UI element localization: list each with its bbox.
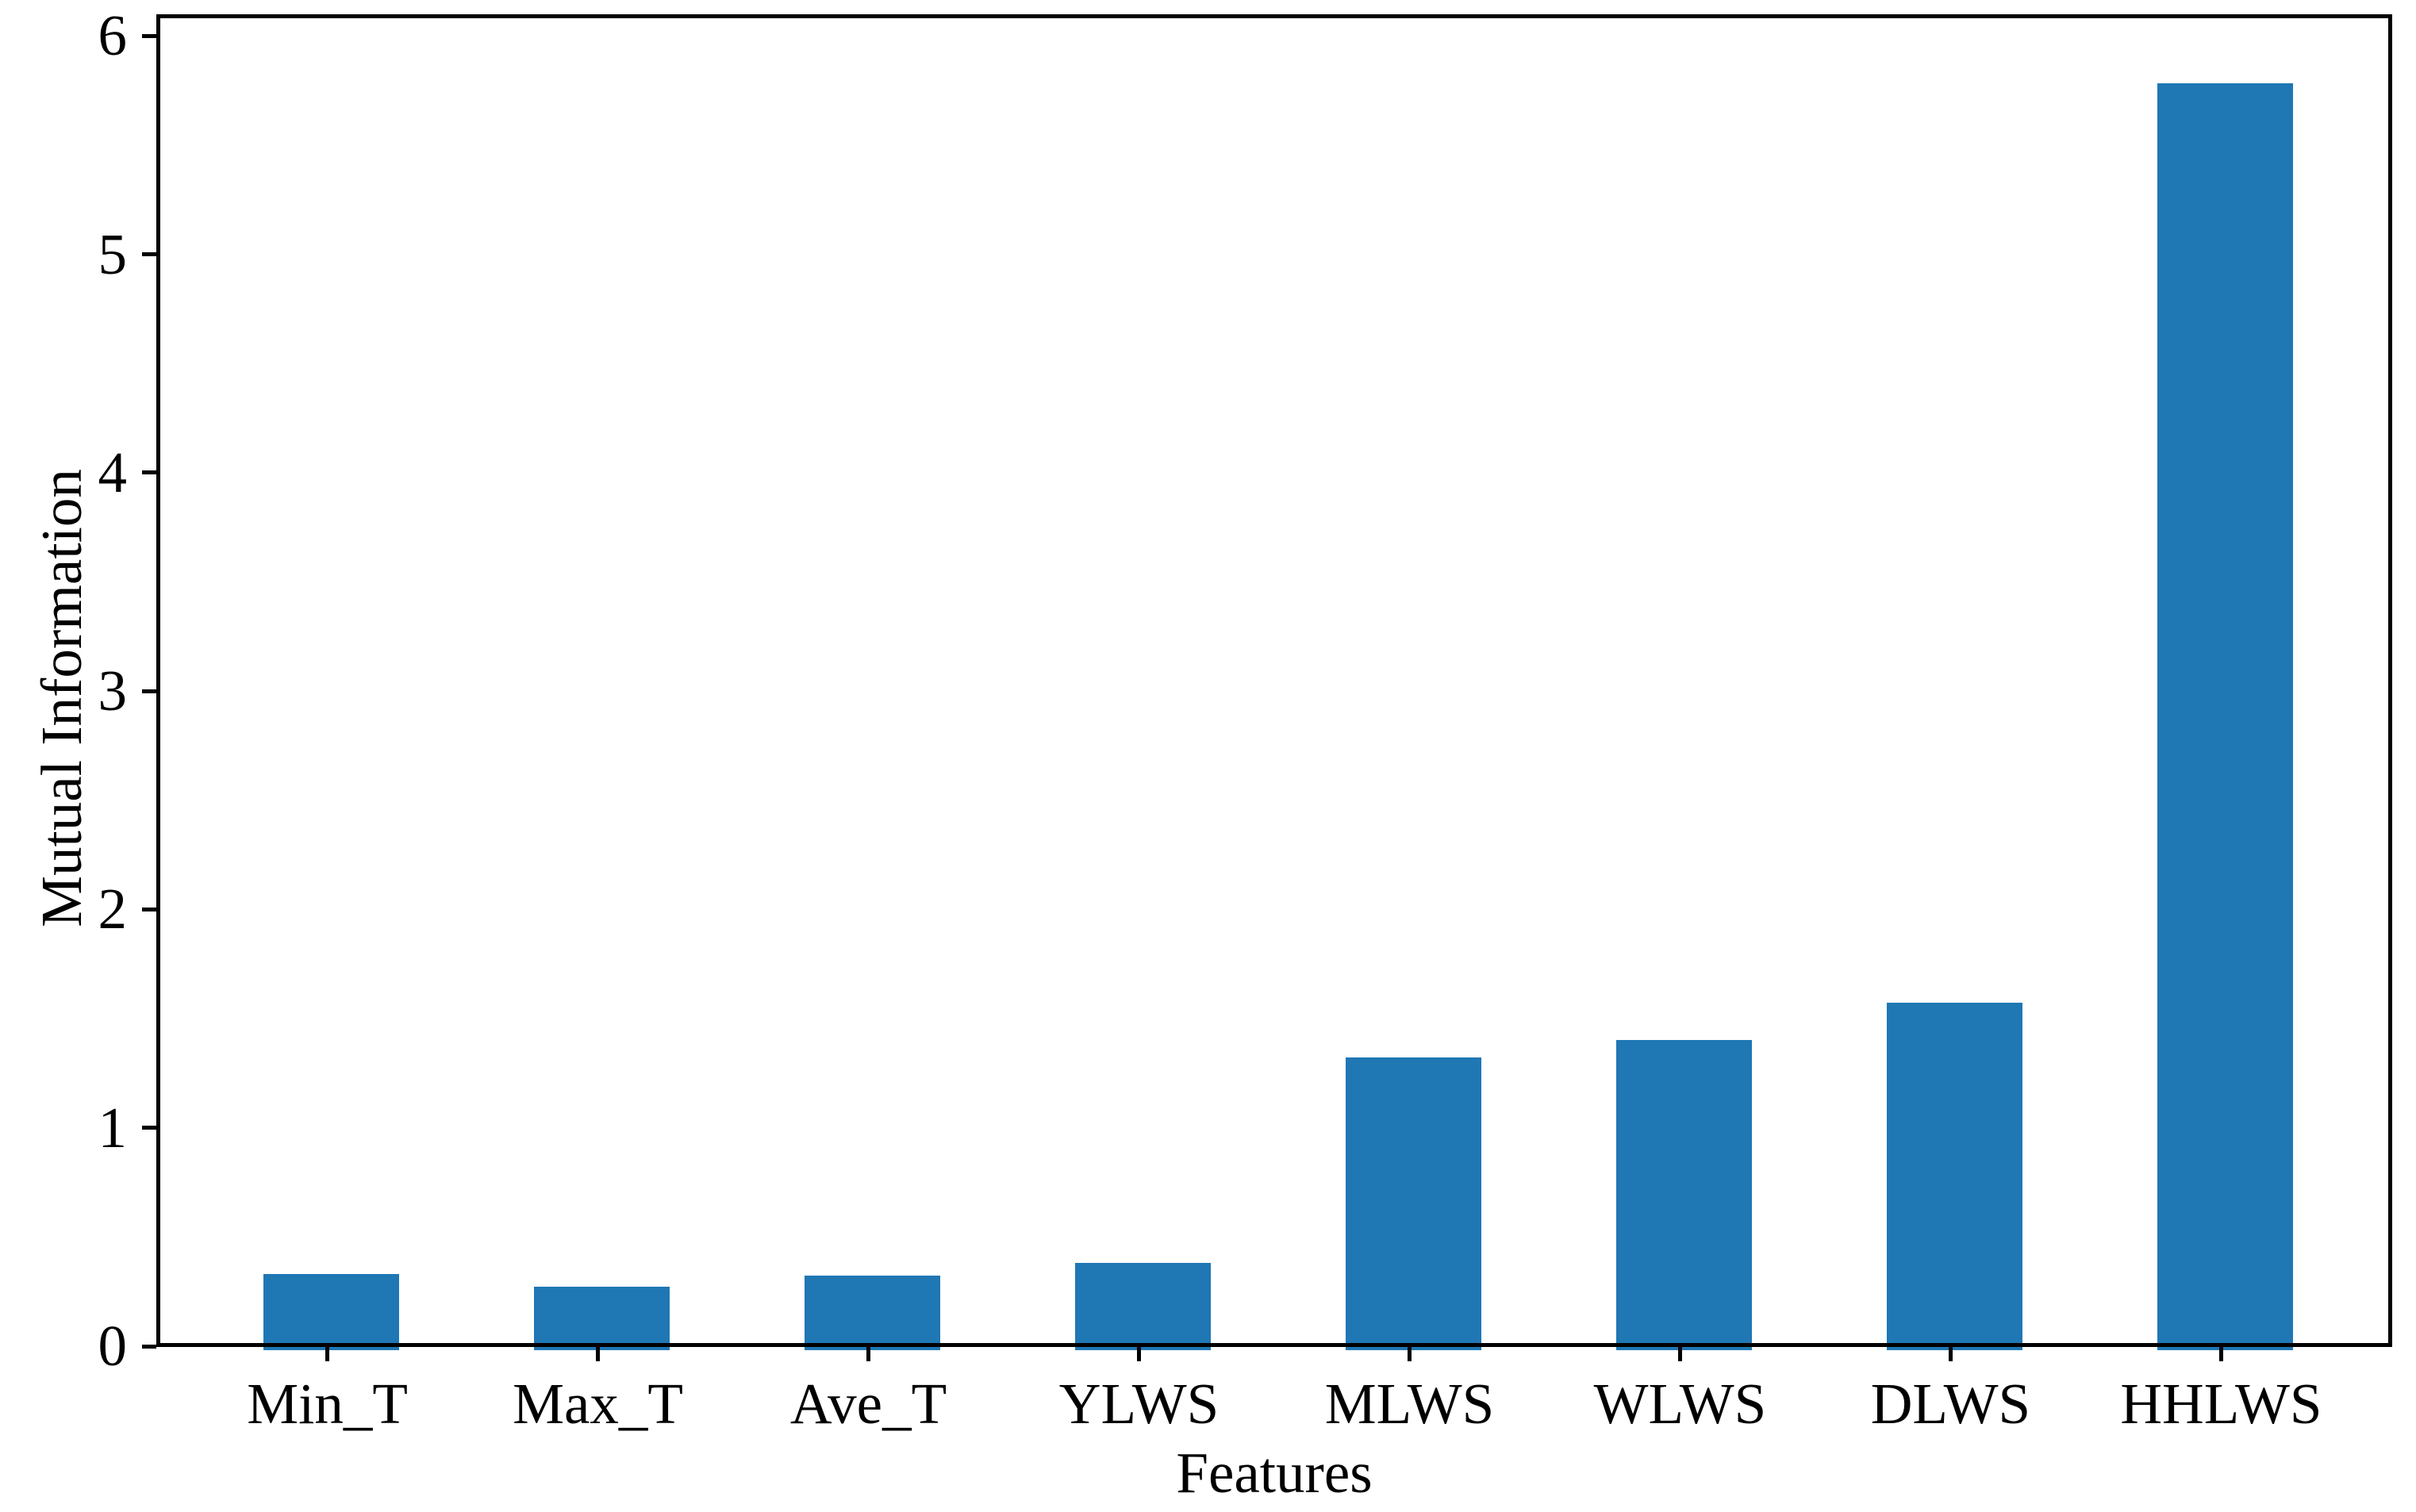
y-tick-mark — [142, 33, 156, 38]
bar-hhlws — [2157, 83, 2293, 1350]
x-tick-mark — [1677, 1347, 1682, 1361]
y-tick-label-6: 6 — [98, 3, 128, 68]
y-tick-label-0: 0 — [98, 1314, 128, 1378]
x-tick-mark — [1948, 1347, 1953, 1361]
x-tick-mark — [866, 1347, 871, 1361]
x-tick-label-mlws: MLWS — [1324, 1372, 1495, 1436]
x-axis-label: Features — [1176, 1441, 1373, 1505]
y-tick-mark — [142, 907, 156, 911]
x-tick-label-ave_t: Ave_T — [789, 1372, 947, 1436]
y-tick-label-2: 2 — [98, 877, 128, 942]
x-tick-mark — [1137, 1347, 1141, 1361]
bar-mlws — [1346, 1057, 1481, 1350]
y-tick-mark — [142, 470, 156, 475]
bar-max_t — [534, 1287, 670, 1350]
x-tick-mark — [596, 1347, 601, 1361]
plot-area — [156, 14, 2392, 1350]
x-tick-label-max_t: Max_T — [513, 1372, 684, 1436]
bar-ave_t — [805, 1276, 940, 1350]
bar-ylws — [1075, 1262, 1211, 1350]
y-tick-mark — [142, 252, 156, 257]
y-tick-label-4: 4 — [98, 439, 128, 505]
x-tick-label-min_t: Min_T — [247, 1372, 408, 1436]
bar-dlws — [1887, 1003, 2022, 1350]
y-tick-label-1: 1 — [98, 1095, 128, 1160]
y-tick-label-3: 3 — [98, 658, 128, 723]
x-tick-label-dlws: DLWS — [1870, 1372, 2031, 1436]
x-tick-label-wlws: WLWS — [1593, 1372, 1767, 1436]
x-tick-label-ylws: YLWS — [1058, 1372, 1220, 1436]
bar-min_t — [263, 1273, 399, 1350]
x-tick-mark — [325, 1347, 330, 1361]
bar-wlws — [1616, 1040, 1752, 1350]
y-tick-mark — [142, 689, 156, 693]
x-tick-label-hhlws: HHLWS — [2120, 1372, 2322, 1436]
y-tick-mark — [142, 1344, 156, 1349]
y-tick-mark — [142, 1126, 156, 1130]
x-tick-mark — [1407, 1347, 1412, 1361]
x-tick-mark — [2218, 1347, 2223, 1361]
y-tick-label-5: 5 — [98, 221, 128, 286]
